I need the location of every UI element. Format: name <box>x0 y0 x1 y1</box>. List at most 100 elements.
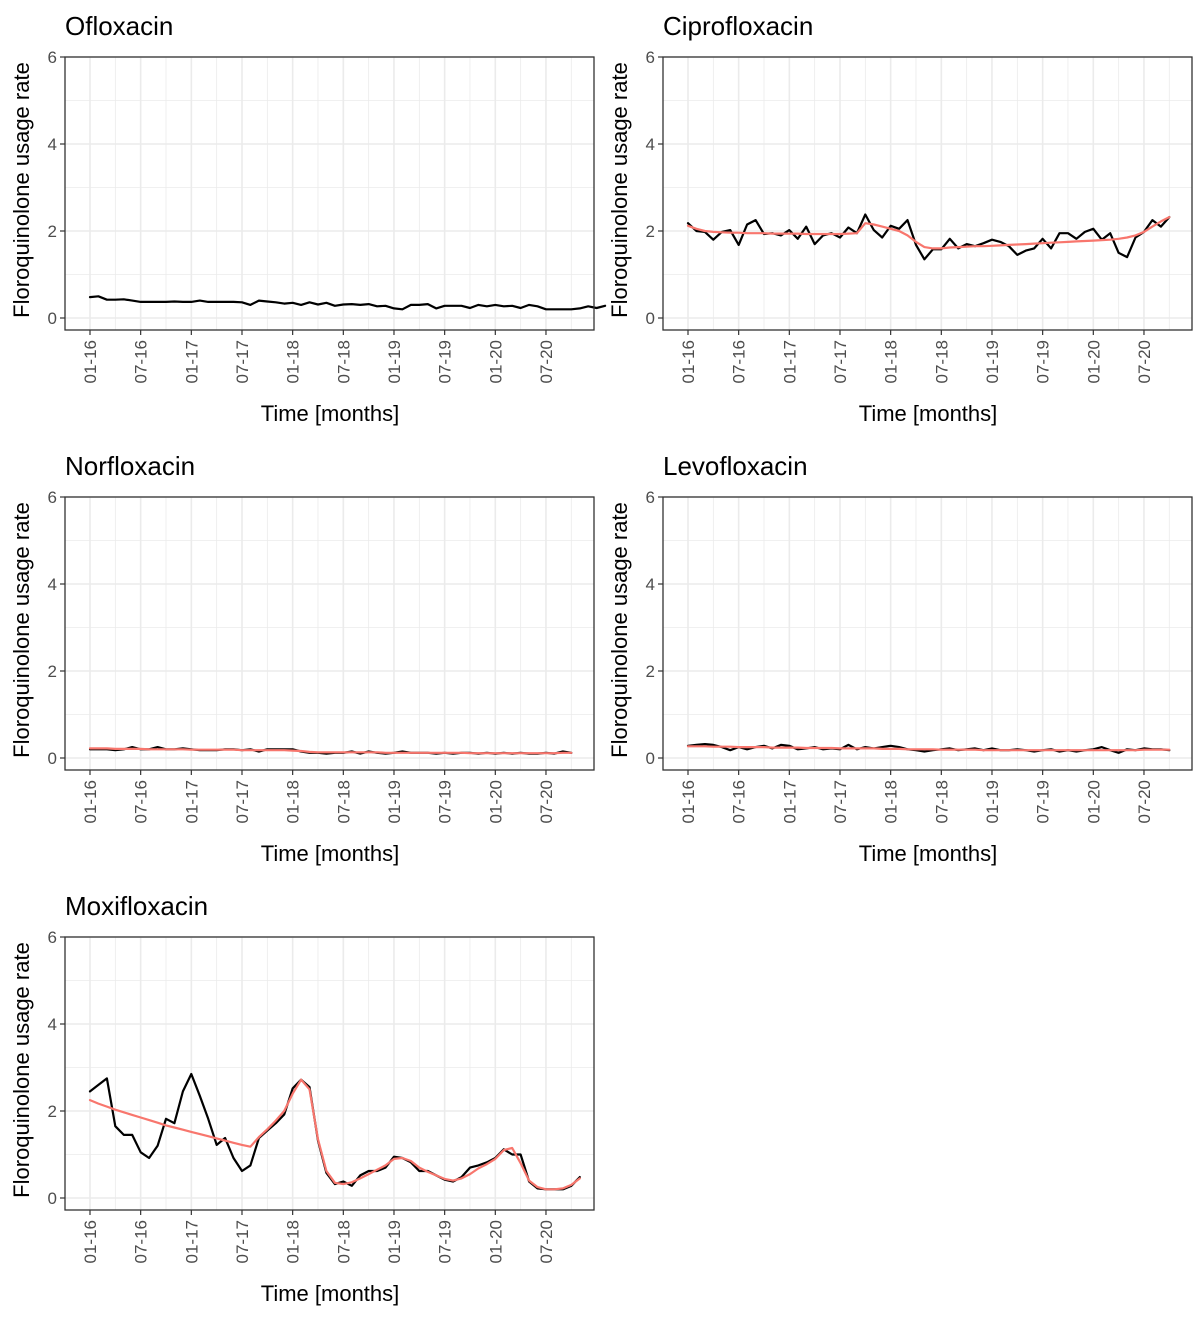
x-tick-label: 01-19 <box>385 780 404 823</box>
x-tick-label: 01-19 <box>385 340 404 383</box>
x-tick-label: 07-20 <box>1135 780 1154 823</box>
x-tick-label: 01-16 <box>679 780 698 823</box>
x-tick-label: 07-16 <box>730 340 749 383</box>
x-tick-label: 01-16 <box>81 780 100 823</box>
chart-norfloxacin: Norfloxacin 0 2 4 6 01-16 07-16 01-17 07-17 01-18… <box>0 440 598 880</box>
x-axis-title: Time [months] <box>261 1281 400 1306</box>
y-tick-label: 6 <box>48 48 57 67</box>
y-axis-title: Floroquinolone usage rate <box>607 502 632 758</box>
x-tick-label: 01-20 <box>486 780 505 823</box>
x-tick-label: 01-17 <box>182 340 201 383</box>
y-tick-label: 4 <box>48 135 57 154</box>
x-tick-label: 01-18 <box>882 340 901 383</box>
x-tick-label: 07-20 <box>537 1220 556 1263</box>
chart-levofloxacin: Levofloxacin 0 2 4 6 01-16 07-16 01-17 07-17 01-1… <box>598 440 1196 880</box>
y-tick-label: 4 <box>646 575 655 594</box>
y-tick-label: 6 <box>646 48 655 67</box>
y-tick-label: 6 <box>48 488 57 507</box>
y-tick-label: 2 <box>646 662 655 681</box>
chart-title: Moxifloxacin <box>65 891 208 921</box>
panel-ofloxacin: Ofloxacin 0 2 4 6 01-16 07-16 01-17 07-17 01-18 07… <box>0 0 598 440</box>
x-tick-label: 07-20 <box>537 340 556 383</box>
x-tick-label: 01-17 <box>182 1220 201 1263</box>
x-tick-label: 07-17 <box>831 780 850 823</box>
y-tick-label: 6 <box>48 928 57 947</box>
x-tick-label: 01-20 <box>1084 780 1103 823</box>
panel-levofloxacin: Levofloxacin 0 2 4 6 01-16 07-16 01-17 07-17 01-1… <box>598 440 1196 880</box>
y-tick-label: 0 <box>48 1189 57 1208</box>
x-tick-label: 07-18 <box>932 340 951 383</box>
y-tick-label: 2 <box>48 1102 57 1121</box>
x-tick-label: 07-17 <box>233 340 252 383</box>
plot-background <box>663 57 1192 330</box>
x-tick-label: 07-18 <box>334 780 353 823</box>
x-tick-label: 01-19 <box>983 780 1002 823</box>
x-tick-label: 07-20 <box>1135 340 1154 383</box>
y-axis-title: Floroquinolone usage rate <box>9 62 34 318</box>
x-axis-title: Time [months] <box>261 841 400 866</box>
x-tick-label: 01-19 <box>385 1220 404 1263</box>
panel-norfloxacin: Norfloxacin 0 2 4 6 01-16 07-16 01-17 07-17 01-18… <box>0 440 598 880</box>
y-axis-title: Floroquinolone usage rate <box>607 62 632 318</box>
x-tick-label: 01-20 <box>1084 340 1103 383</box>
x-tick-label: 07-18 <box>334 1220 353 1263</box>
x-tick-label: 07-16 <box>730 780 749 823</box>
y-axis-title: Floroquinolone usage rate <box>9 502 34 758</box>
x-tick-label: 01-17 <box>780 780 799 823</box>
chart-ofloxacin: Ofloxacin 0 2 4 6 01-16 07-16 01-17 07-17 01-18 07… <box>0 0 598 440</box>
y-tick-label: 0 <box>646 749 655 768</box>
x-tick-label: 07-19 <box>1034 340 1053 383</box>
x-tick-label: 07-17 <box>831 340 850 383</box>
plot-background <box>65 57 594 330</box>
x-tick-label: 07-17 <box>233 780 252 823</box>
x-tick-label: 07-20 <box>537 780 556 823</box>
x-tick-label: 01-20 <box>486 1220 505 1263</box>
x-tick-label: 07-18 <box>334 340 353 383</box>
x-tick-label: 07-19 <box>436 780 455 823</box>
y-tick-label: 6 <box>646 488 655 507</box>
panel-ciprofloxacin: Ciprofloxacin 0 2 4 6 01-16 07-16 01-17 07-17 01-… <box>598 0 1196 440</box>
x-tick-label: 01-16 <box>81 340 100 383</box>
y-tick-label: 4 <box>48 1015 57 1034</box>
y-tick-label: 4 <box>48 575 57 594</box>
x-tick-label: 07-19 <box>436 1220 455 1263</box>
x-tick-label: 07-16 <box>132 780 151 823</box>
x-tick-label: 07-16 <box>132 340 151 383</box>
y-tick-label: 2 <box>48 222 57 241</box>
plot-background <box>65 497 594 770</box>
x-axis-title: Time [months] <box>859 841 998 866</box>
x-tick-label: 07-16 <box>132 1220 151 1263</box>
chart-title: Norfloxacin <box>65 451 195 481</box>
chart-title: Levofloxacin <box>663 451 808 481</box>
x-tick-label: 01-18 <box>284 780 303 823</box>
chart-moxifloxacin: Moxifloxacin 0 2 4 6 01-16 07-16 01-17 07-17 01-1… <box>0 880 598 1320</box>
x-tick-label: 01-18 <box>284 340 303 383</box>
x-axis-title: Time [months] <box>859 401 998 426</box>
panel-moxifloxacin: Moxifloxacin 0 2 4 6 01-16 07-16 01-17 07-17 01-1… <box>0 880 598 1320</box>
y-tick-label: 4 <box>646 135 655 154</box>
x-tick-label: 01-20 <box>486 340 505 383</box>
chart-title: Ciprofloxacin <box>663 11 813 41</box>
y-axis-title: Floroquinolone usage rate <box>9 942 34 1198</box>
x-tick-label: 01-17 <box>182 780 201 823</box>
y-tick-label: 2 <box>48 662 57 681</box>
y-tick-label: 2 <box>646 222 655 241</box>
x-tick-label: 01-16 <box>679 340 698 383</box>
chart-ciprofloxacin: Ciprofloxacin 0 2 4 6 01-16 07-16 01-17 07-17 01-… <box>598 0 1196 440</box>
x-tick-label: 07-17 <box>233 1220 252 1263</box>
x-tick-label: 01-16 <box>81 1220 100 1263</box>
x-tick-label: 01-19 <box>983 340 1002 383</box>
x-tick-label: 01-17 <box>780 340 799 383</box>
x-axis-title: Time [months] <box>261 401 400 426</box>
plot-background <box>663 497 1192 770</box>
plot-background <box>65 937 594 1210</box>
x-tick-label: 07-19 <box>436 340 455 383</box>
y-tick-label: 0 <box>48 749 57 768</box>
x-tick-label: 07-18 <box>932 780 951 823</box>
x-tick-label: 01-18 <box>284 1220 303 1263</box>
y-tick-label: 0 <box>48 309 57 328</box>
chart-title: Ofloxacin <box>65 11 173 41</box>
y-tick-label: 0 <box>646 309 655 328</box>
x-tick-label: 01-18 <box>882 780 901 823</box>
x-tick-label: 07-19 <box>1034 780 1053 823</box>
